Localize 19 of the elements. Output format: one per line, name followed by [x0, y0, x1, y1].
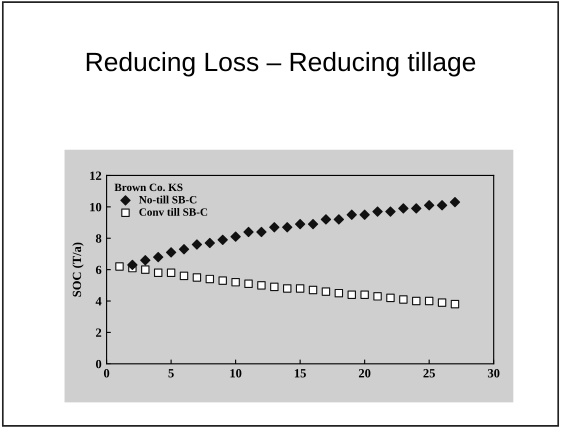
y-tick-label: 8	[96, 234, 102, 243]
y-tick-label: 10	[90, 202, 102, 212]
legend-label: Conv till SB-C	[139, 208, 208, 216]
legend-label: No-till SB-C	[139, 196, 196, 204]
x-tick-label: 10	[230, 369, 242, 378]
y-tick-label: 4	[96, 297, 102, 306]
chart-title: Reducing Loss – Reducing tillage	[86, 52, 476, 76]
x-tick-label: 20	[358, 369, 370, 378]
x-tick-label: 30	[488, 369, 500, 378]
y-tick-label: 6	[96, 266, 102, 274]
y-axis-title: SOC (T/a)	[72, 242, 84, 297]
x-tick-label: 0	[104, 369, 110, 378]
legend-title: Brown Co. KS	[114, 184, 183, 192]
y-tick-label: 0	[96, 360, 102, 368]
x-tick-label: 5	[168, 369, 174, 378]
x-tick-label: 25	[423, 369, 435, 378]
x-tick-label: 15	[294, 369, 306, 378]
y-tick-label: 12	[90, 172, 102, 180]
y-tick-label: 2	[96, 328, 102, 337]
